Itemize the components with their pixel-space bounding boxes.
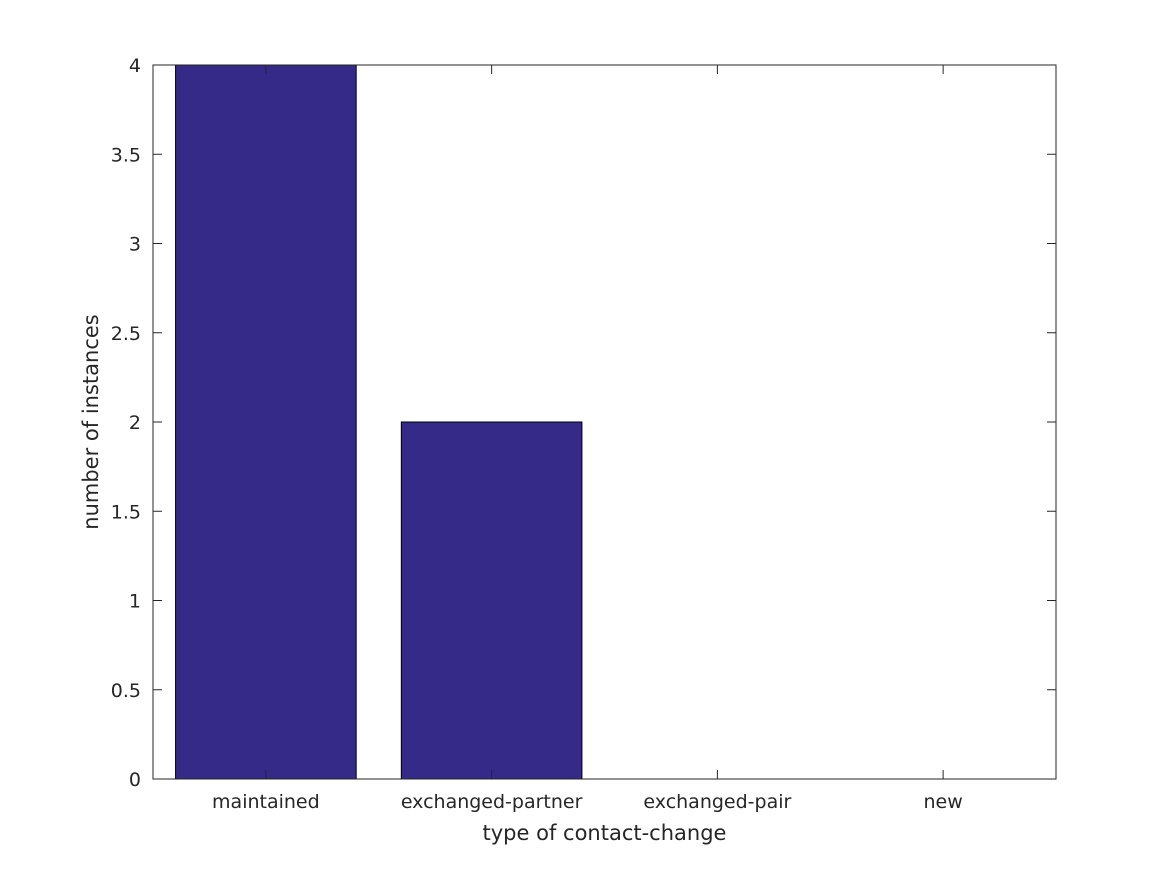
x-tick-label: new: [923, 791, 962, 813]
y-tick-label: 1: [129, 591, 141, 613]
y-tick-label: 2: [129, 412, 141, 434]
x-tick-label: exchanged-pair: [643, 791, 791, 813]
y-tick-label: 4: [129, 55, 141, 77]
plot-frame: [152, 64, 1057, 780]
bar-exchanged-partner: [400, 421, 583, 780]
x-tick-labels: maintained exchanged-partner exchanged-pai…: [212, 791, 963, 813]
bars-layer: [175, 64, 583, 780]
x-axis-title: type of contact-change: [483, 821, 727, 845]
y-axis-title: number of instances: [79, 314, 103, 529]
y-tick-label: 3: [129, 234, 141, 256]
y-tick-labels: 0 0.5 1 1.5 2 2.5 3 3.5 4: [111, 55, 141, 791]
y-tick-label: 0.5: [111, 680, 141, 702]
x-tick-label: maintained: [212, 791, 320, 813]
bar-maintained: [175, 64, 357, 780]
y-tick-label: 0: [129, 769, 141, 791]
y-tick-label: 1.5: [111, 501, 141, 523]
y-tick-label: 3.5: [111, 144, 141, 166]
y-tick-label: 2.5: [111, 323, 141, 345]
x-tick-label: exchanged-partner: [401, 791, 583, 813]
